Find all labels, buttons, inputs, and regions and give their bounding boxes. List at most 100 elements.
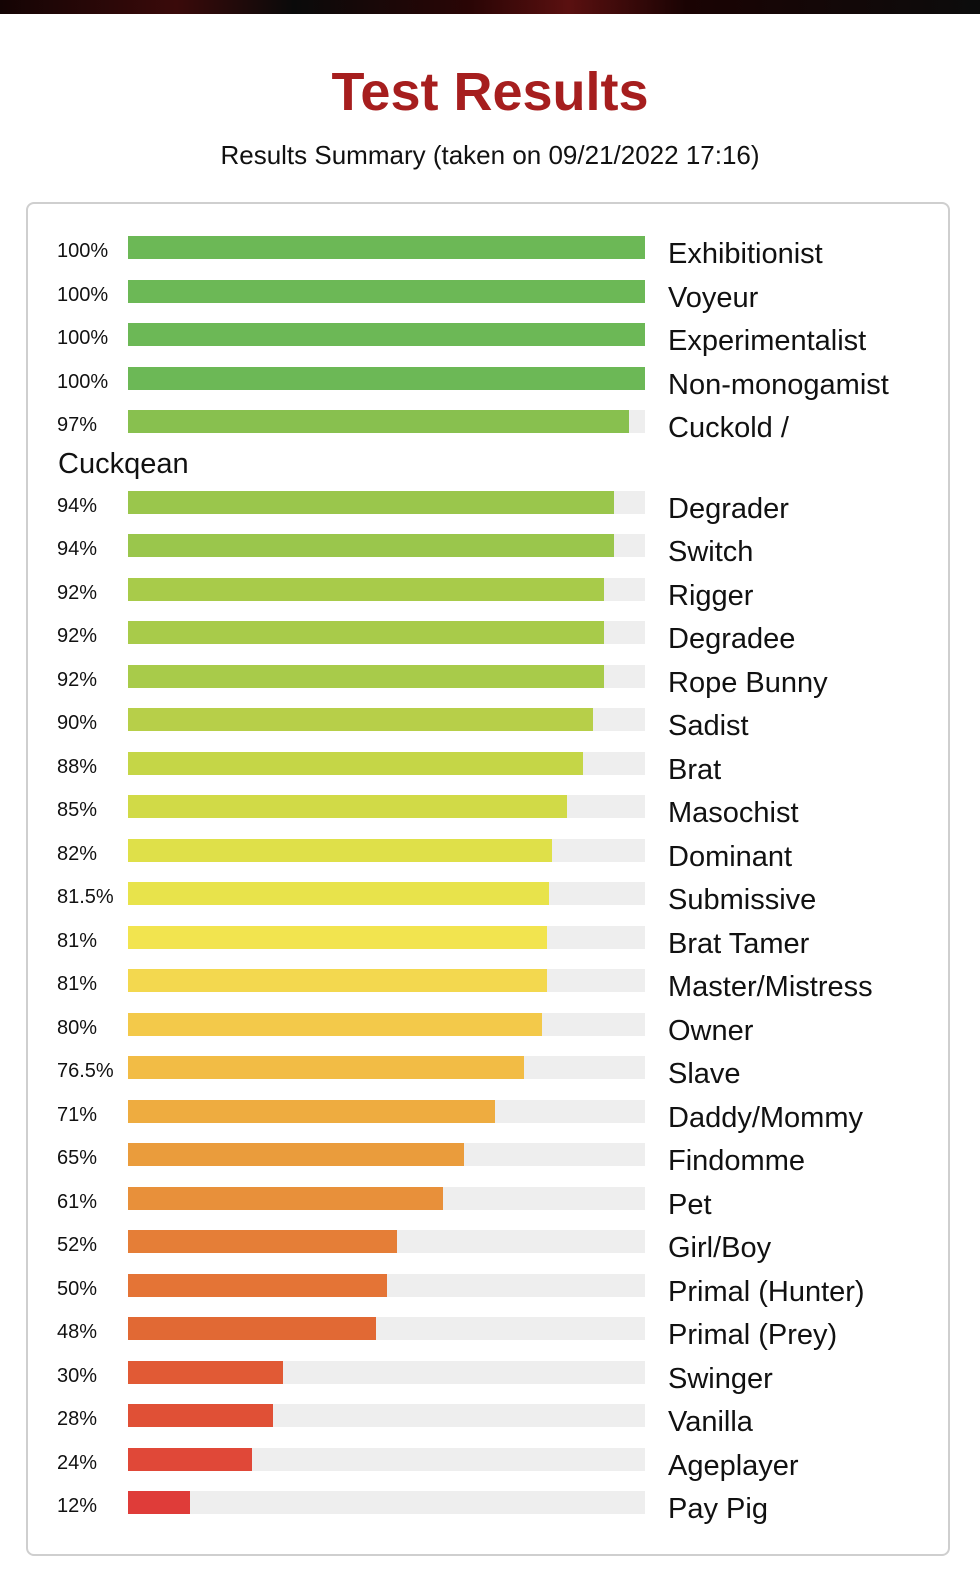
bar-category-label: Brat: [668, 753, 722, 786]
bar-fill: [128, 1099, 496, 1123]
result-row: 65% Findomme: [0, 1143, 980, 1177]
bar-track: [128, 708, 645, 731]
bar-value-label: 81%: [57, 929, 98, 952]
result-row: 28% Vanilla: [0, 1404, 980, 1438]
bar-category-label: Brat Tamer: [668, 927, 810, 960]
bar-category-label: Dominant: [668, 840, 793, 873]
results-panel: [26, 202, 950, 1556]
bar-category-label: Rigger: [668, 579, 754, 612]
bar-track: [128, 664, 645, 688]
bar-value-label: 80%: [57, 1016, 98, 1039]
bar-value-label: 90%: [57, 712, 98, 734]
bar-value-label: 92%: [57, 581, 98, 604]
top-banner-strip: [0, 0, 980, 14]
bar-fill: [128, 366, 645, 390]
bar-category-label: Degrader: [668, 492, 789, 525]
results-summary: Results Summary (taken on 09/21/2022 17:…: [220, 140, 760, 170]
bar-fill: [128, 1317, 377, 1340]
bar-category-label: Masochist: [668, 797, 799, 829]
result-row: 80% Owner: [0, 1012, 980, 1047]
bar-value-label: 97%: [57, 414, 98, 436]
bar-category-label: Exhibitionist: [668, 238, 823, 270]
result-row: 81% Master/Mistress: [0, 969, 980, 1003]
bar-track: [128, 1447, 645, 1471]
bar-category-label: Sadist: [668, 710, 749, 742]
bar-fill: [128, 708, 594, 731]
bar-fill: [128, 323, 645, 346]
bar-fill: [128, 1360, 284, 1384]
bar-track: [128, 969, 645, 992]
result-row: 50% Primal (Hunter): [0, 1273, 980, 1308]
bar-track: [128, 925, 645, 949]
bar-fill: [128, 664, 604, 688]
bar-value-label: 81.5%: [57, 886, 114, 908]
result-row: 85% Masochist: [0, 795, 980, 829]
bar-fill: [128, 1056, 524, 1079]
bar-fill: [128, 925, 547, 949]
result-row: 100% Non-monogamist: [0, 366, 980, 401]
bar-category-label: Daddy/Mommy: [668, 1101, 863, 1134]
bar-category-label: Master/Mistress: [668, 971, 873, 1003]
bar-category-label: Ageplayer: [668, 1449, 799, 1482]
bar-category-label: Cuckold /: [668, 412, 789, 444]
bar-track: [128, 1056, 645, 1079]
bar-track: [128, 236, 645, 259]
bar-track: [128, 1099, 645, 1123]
bar-fill: [128, 838, 552, 862]
bar-fill: [128, 969, 547, 992]
bar-category-label: Submissive: [668, 884, 817, 916]
bar-value-label: 92%: [57, 625, 98, 647]
bar-category-label: Primal (Hunter): [668, 1275, 865, 1308]
bar-track: [128, 410, 645, 433]
bar-track: [128, 323, 645, 346]
bar-value-label: 82%: [57, 842, 98, 865]
bar-category-label: Swinger: [668, 1362, 773, 1395]
bar-value-label: 94%: [57, 538, 98, 560]
bar-fill: [128, 1230, 397, 1253]
result-row: 48% Primal (Prey): [0, 1317, 980, 1351]
bar-category-label: Girl/Boy: [668, 1232, 772, 1264]
bar-value-label: 94%: [57, 494, 98, 517]
bar-fill: [128, 534, 614, 557]
result-row: 92% Rigger: [0, 577, 980, 612]
bar-category-label: Owner: [668, 1014, 754, 1047]
result-row: 82% Dominant: [0, 838, 980, 873]
bar-fill: [128, 795, 568, 818]
result-row: 81.5% Submissive: [0, 882, 980, 916]
bar-fill: [128, 577, 604, 601]
bar-fill: [128, 621, 604, 644]
bar-track: [128, 1012, 645, 1036]
bar-fill: [128, 236, 645, 259]
bar-track: [128, 621, 645, 644]
cuckold-label-continuation: Cuckqean: [58, 448, 189, 480]
bar-value-label: 76.5%: [57, 1060, 114, 1082]
bar-value-label: 71%: [57, 1103, 98, 1126]
bar-category-label: Slave: [668, 1058, 741, 1090]
bar-value-label: 88%: [57, 755, 98, 778]
result-row: 92% Rope Bunny: [0, 664, 980, 699]
bar-value-label: 28%: [57, 1408, 98, 1430]
bar-fill: [128, 490, 614, 514]
bar-fill: [128, 1143, 465, 1166]
bar-fill: [128, 1447, 253, 1471]
result-row: 71% Daddy/Mommy: [0, 1099, 980, 1134]
bar-category-label: Rope Bunny: [668, 666, 828, 699]
bar-track: [128, 1230, 645, 1253]
bar-track: [128, 751, 645, 775]
bar-category-label: Pet: [668, 1188, 712, 1221]
result-row: 100% Experimentalist: [0, 323, 980, 357]
result-row: 81% Brat Tamer: [0, 925, 980, 960]
result-row: 92% Degradee: [0, 621, 980, 655]
bar-value-label: 48%: [57, 1321, 98, 1343]
bar-fill: [128, 1012, 542, 1036]
bar-track: [128, 366, 645, 390]
bar-category-label: Vanilla: [668, 1406, 753, 1438]
bar-track: [128, 882, 645, 905]
bar-value-label: 100%: [57, 370, 109, 393]
result-row: 30% Swinger: [0, 1360, 980, 1395]
result-row: 94% Switch: [0, 534, 980, 568]
bar-track: [128, 1404, 645, 1427]
bar-track: [128, 1491, 645, 1514]
result-row: 76.5% Slave: [0, 1056, 980, 1090]
bar-value-label: 81%: [57, 973, 98, 995]
